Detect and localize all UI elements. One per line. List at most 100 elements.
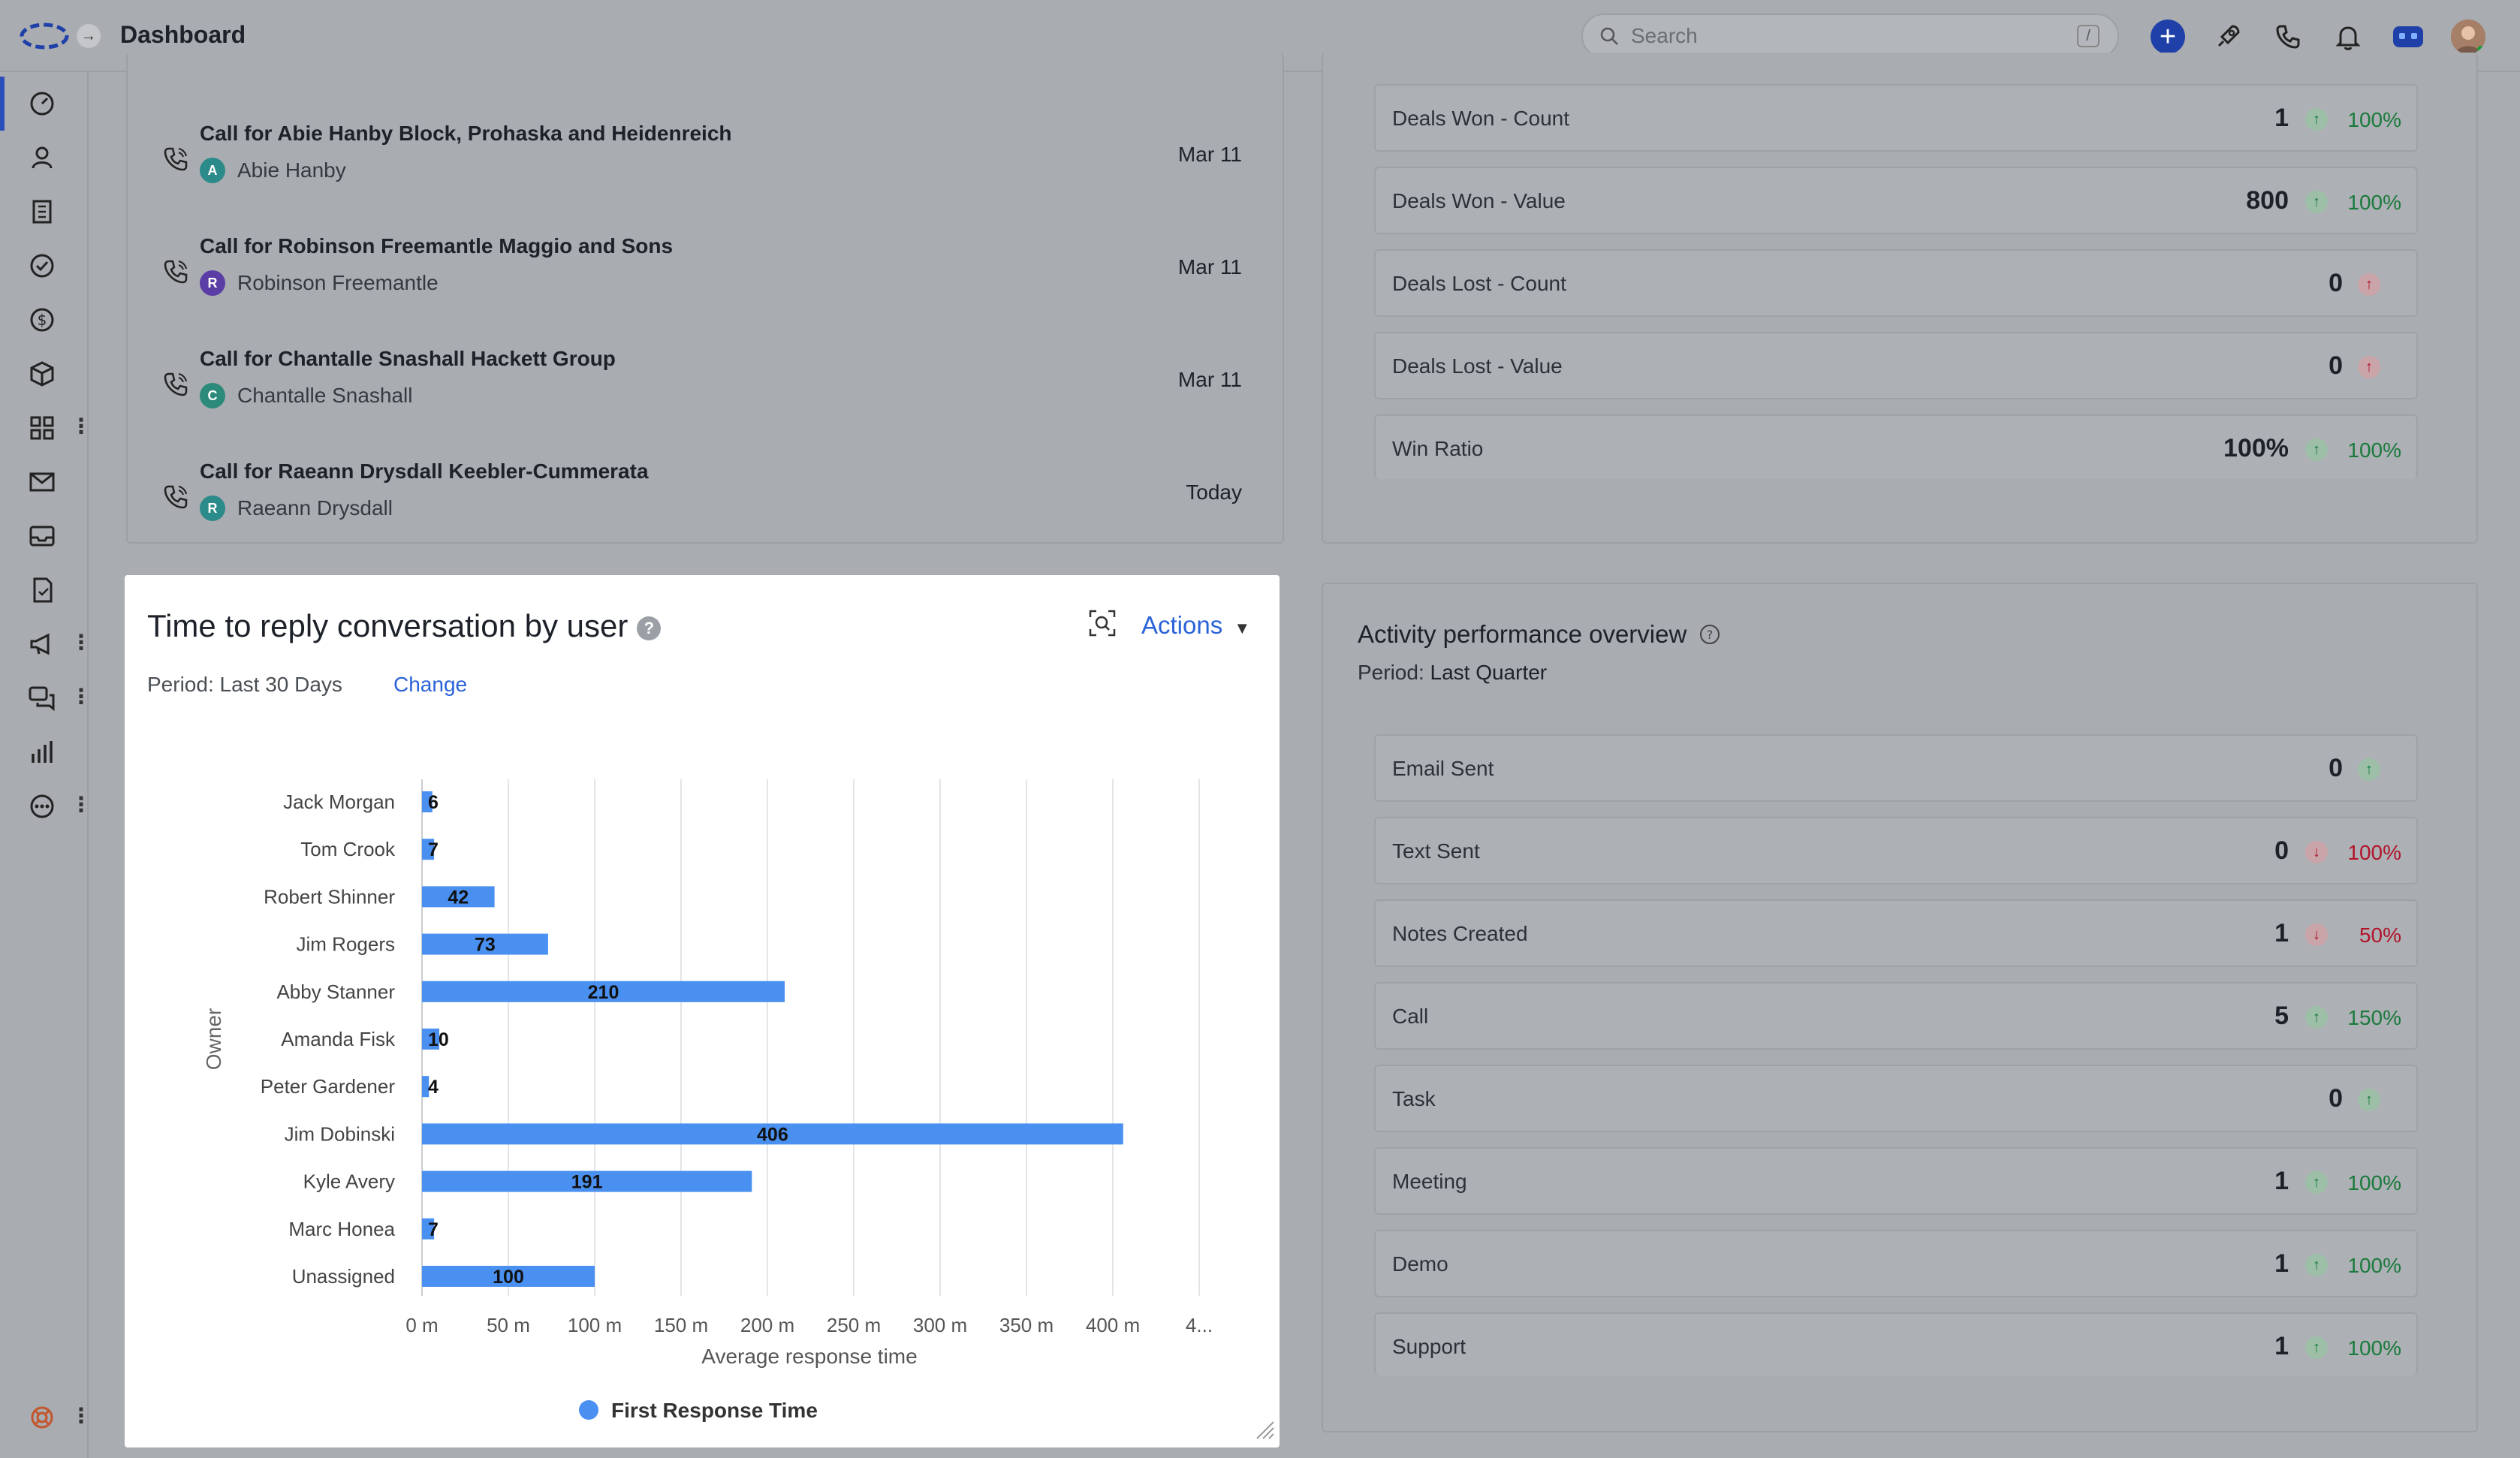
x-tick-label: 0 m [405, 1314, 438, 1336]
call-title[interactable]: Call for Robinson Freemantle Maggio and … [200, 234, 674, 258]
arrow-up-icon: ↑ [2358, 273, 2380, 296]
activity-metric-row[interactable]: Call 5 ↑ 150% [1374, 982, 2418, 1050]
call-list-item[interactable]: Call for Raeann Drysdall Keebler-Cummera… [161, 459, 1242, 529]
tasks-icon [30, 254, 54, 278]
activity-metric-row[interactable]: Notes Created 1 ↓ 50% [1374, 899, 2418, 967]
phone-call-icon [161, 144, 191, 174]
sidebar-item-email[interactable] [24, 464, 60, 500]
help-more-icon[interactable]: ⋮ [71, 1404, 92, 1427]
sidebar-item-dashboard[interactable] [0, 77, 60, 131]
call-contact[interactable]: R Raeann Drysdall [200, 496, 393, 521]
activity-period: Period: Last Quarter [1358, 661, 1548, 684]
sidebar-item-apps[interactable] [24, 410, 60, 446]
call-list-item[interactable]: Call for Robinson Freemantle Maggio and … [161, 234, 1242, 324]
sidebar-item-chat[interactable] [24, 680, 60, 716]
data-label: 73 [475, 935, 496, 956]
actions-dropdown[interactable]: Actions ▼ [1141, 611, 1251, 639]
email-icon [29, 472, 55, 492]
documents-icon [33, 577, 53, 603]
campaigns-icon [30, 633, 50, 655]
activity-metric-row[interactable]: Meeting 1 ↑ 100% [1374, 1147, 2418, 1215]
data-label: 406 [757, 1124, 788, 1145]
call-title[interactable]: Call for Chantalle Snashall Hackett Grou… [200, 347, 616, 370]
assistant-icon[interactable] [2391, 20, 2425, 54]
deal-metric-row[interactable]: Deals Won - Value 800 ↑ 100% [1374, 167, 2418, 234]
activity-performance-panel: Activity performance overview ? Period: … [1322, 583, 2478, 1432]
call-list-item[interactable]: Call for Abie Hanby Block, Prohaska and … [161, 122, 1242, 212]
sidebar-item-contacts[interactable] [24, 140, 60, 176]
apps-more-icon[interactable]: ⋮ [71, 414, 92, 438]
activity-metric-row[interactable]: Demo 1 ↑ 100% [1374, 1230, 2418, 1297]
plus-icon: + [2159, 21, 2177, 53]
metric-label: Notes Created [1392, 922, 1528, 945]
svg-text:$: $ [38, 311, 47, 329]
sidebar-item-products[interactable] [24, 356, 60, 392]
bar [422, 1266, 595, 1287]
deal-metric-row[interactable]: Deals Lost - Count 0 ↑ [1374, 249, 2418, 317]
bar [422, 1029, 439, 1050]
x-tick-label: 300 m [913, 1314, 967, 1336]
metric-label: Call [1392, 1005, 1429, 1028]
deal-metric-row[interactable]: Win Ratio 100% ↑ 100% [1374, 414, 2418, 479]
metric-change-percent: 150% [2347, 1006, 2401, 1029]
y-tick-label: Amanda Fisk [281, 1028, 396, 1050]
x-tick-label: 200 m [740, 1314, 794, 1336]
metric-label: Deals Won - Value [1392, 189, 1566, 212]
svg-text:?: ? [1706, 628, 1713, 642]
y-tick-label: Marc Honea [288, 1218, 395, 1240]
sidebar-item-deals[interactable]: $ [24, 302, 60, 338]
metric-value: 5 [2274, 1002, 2289, 1030]
call-list-item[interactable]: Call for Chantalle Snashall Hackett Grou… [161, 347, 1242, 437]
help-icon[interactable]: ? [637, 616, 662, 640]
sidebar-item-help[interactable] [24, 1399, 60, 1435]
sidebar-item-campaigns[interactable] [24, 626, 60, 662]
search-box[interactable]: / [1581, 14, 2119, 59]
activity-metric-row[interactable]: Support 1 ↑ 100% [1374, 1312, 2418, 1375]
activity-metric-row[interactable]: Text Sent 0 ↓ 100% [1374, 817, 2418, 884]
app-logo-icon[interactable] [18, 20, 71, 53]
help-circle-icon[interactable]: ? [1699, 623, 1721, 646]
sidebar-item-accounts[interactable] [24, 194, 60, 230]
add-new-button[interactable]: + [2151, 20, 2185, 54]
sidebar-item-reports[interactable] [24, 734, 60, 770]
call-title[interactable]: Call for Abie Hanby Block, Prohaska and … [200, 122, 732, 145]
metric-value: 0 [2274, 836, 2289, 865]
search-input[interactable] [1631, 24, 2051, 48]
data-label: 42 [448, 887, 469, 908]
user-avatar[interactable] [2451, 20, 2485, 54]
accounts-icon [32, 200, 52, 224]
call-title[interactable]: Call for Raeann Drysdall Keebler-Cummera… [200, 459, 649, 483]
contact-avatar: A [200, 158, 225, 183]
deal-metric-row[interactable]: Deals Lost - Value 0 ↑ [1374, 332, 2418, 399]
sidebar: $ ⋮ ⋮ ⋮ ⋮ ⋮ [0, 72, 92, 1458]
deals-icon: $ [30, 308, 54, 332]
metric-change-percent: 50% [2359, 923, 2401, 947]
call-contact[interactable]: A Abie Hanby [200, 158, 346, 183]
zoom-icon[interactable] [1087, 608, 1117, 638]
sidebar-item-documents[interactable] [24, 572, 60, 608]
collapse-sidebar-button[interactable]: → [77, 24, 101, 48]
more-menu-icon[interactable]: ⋮ [71, 793, 92, 816]
call-date: Mar 11 [1177, 368, 1242, 391]
metric-label: Deals Lost - Value [1392, 354, 1563, 378]
contact-avatar: C [200, 383, 225, 408]
phone-icon[interactable] [2271, 20, 2305, 54]
call-contact[interactable]: R Robinson Freemantle [200, 270, 439, 296]
change-period-link[interactable]: Change [393, 673, 468, 696]
deal-metric-row[interactable]: Deals Won - Count 1 ↑ 100% [1374, 84, 2418, 152]
activity-metric-row[interactable]: Task 0 ↑ [1374, 1065, 2418, 1132]
sidebar-item-more[interactable] [24, 788, 60, 824]
help-icon [31, 1406, 53, 1429]
reports-icon [32, 741, 53, 763]
activity-metric-row[interactable]: Email Sent 0 ↑ [1374, 734, 2418, 802]
metric-change-percent: 100% [2347, 1336, 2401, 1360]
sidebar-item-inbox[interactable] [24, 518, 60, 554]
sidebar-item-tasks[interactable] [24, 248, 60, 284]
chat-more-icon[interactable]: ⋮ [71, 685, 92, 708]
inbox-icon [29, 526, 55, 547]
campaigns-more-icon[interactable]: ⋮ [71, 631, 92, 654]
bell-icon[interactable] [2331, 20, 2365, 54]
phone-call-icon [161, 257, 191, 287]
call-contact[interactable]: C Chantalle Snashall [200, 383, 413, 408]
rocket-icon[interactable] [2211, 20, 2245, 54]
